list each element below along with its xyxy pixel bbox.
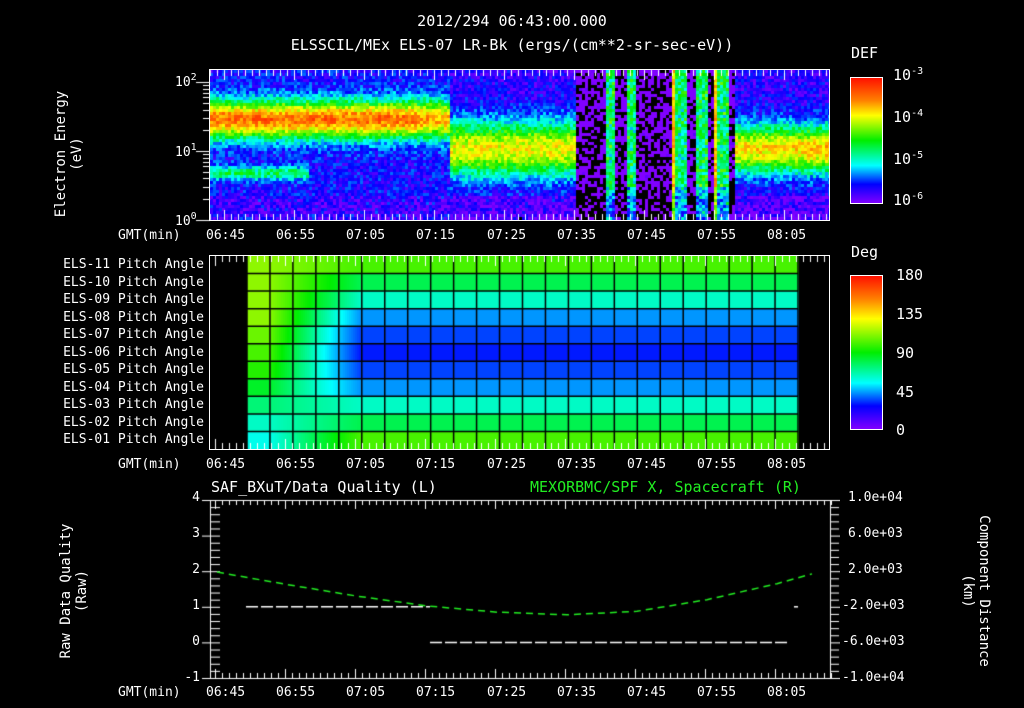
right-ytick-label: 1.0e+04 [848, 490, 903, 505]
plot-timestamp: 2012/294 06:43:00.000 [417, 12, 607, 30]
xtick-label: 07:55 [697, 457, 737, 472]
panel1-ylabel-line2: (eV) [69, 137, 85, 171]
left-ytick-label: -1 [184, 670, 200, 685]
pitch-angle-row-label: ELS-05 Pitch Angle [63, 362, 204, 377]
left-ytick-label: 0 [192, 634, 200, 649]
panel1-ylabel: Electron Energy (eV) [53, 74, 87, 234]
def-tick-1e-6: 10-6 [893, 191, 924, 209]
pitch-angle-row-label: ELS-10 Pitch Angle [63, 274, 204, 290]
xtick-label: 07:25 [487, 685, 527, 700]
xtick-label: 06:45 [206, 685, 246, 700]
panel1-ytick-100: 102 [175, 72, 197, 90]
panel3-right-title: MEXORBMC/SPF X, Spacecraft (R) [530, 478, 801, 496]
xtick-label: 07:55 [697, 228, 737, 243]
panel3-left-ylabel-line2: (Raw) [74, 569, 90, 613]
xtick-label: 08:05 [767, 457, 807, 472]
deg-tick-0: 0 [896, 421, 906, 439]
left-ytick-label: 4 [192, 490, 200, 505]
xtick-label: 07:05 [346, 457, 386, 472]
def-colorbar [850, 77, 883, 204]
panel3-left-ylabel-line1: Raw Data Quality [58, 523, 74, 659]
def-tick-1e-5: 10-5 [893, 150, 924, 168]
xtick-label: 07:35 [557, 457, 597, 472]
xtick-label: 07:15 [416, 685, 456, 700]
energy-spectrogram [210, 70, 830, 220]
pitch-angle-row-label: ELS-03 Pitch Angle [63, 397, 204, 412]
right-ytick-label: -6.0e+03 [842, 634, 905, 649]
deg-tick-180: 180 [896, 266, 924, 284]
deg-tick-135: 135 [896, 305, 924, 323]
left-ytick-label: 2 [192, 562, 200, 577]
right-ytick-label: 2.0e+03 [848, 562, 903, 577]
pitch-angle-row-label: ELS-01 Pitch Angle [63, 432, 204, 447]
panel1-ytick-1: 100 [175, 211, 197, 229]
xtick-label: 07:35 [557, 228, 597, 243]
xtick-label: 07:35 [557, 685, 597, 700]
panel3-xlabel: GMT(min) [118, 685, 181, 700]
pitch-angle-row-label: ELS-02 Pitch Angle [63, 414, 204, 430]
panel1-ylabel-line1: Electron Energy [53, 90, 69, 218]
xtick-label: 07:05 [346, 685, 386, 700]
deg-colorbar [850, 275, 883, 430]
left-ytick-label: 1 [192, 598, 200, 613]
panel3-right-ylabel-line1: Component Distance [976, 515, 992, 667]
panel3-left-ylabel: Raw Data Quality (Raw) [58, 511, 92, 671]
deg-tick-90: 90 [896, 344, 915, 362]
pitch-angle-row-label: ELS-08 Pitch Angle [63, 309, 204, 325]
right-ytick-label: 6.0e+03 [848, 526, 903, 541]
xtick-label: 07:45 [627, 685, 667, 700]
xtick-label: 07:25 [487, 457, 527, 472]
xtick-label: 07:45 [627, 457, 667, 472]
deg-tick-45: 45 [896, 383, 915, 401]
right-ytick-label: -1.0e+04 [842, 670, 905, 685]
panel2-xlabel: GMT(min) [118, 457, 181, 472]
def-tick-1e-4: 10-4 [893, 108, 924, 126]
def-colorbar-title: DEF [851, 44, 879, 62]
xtick-label: 07:45 [627, 228, 667, 243]
xtick-label: 06:45 [206, 457, 246, 472]
panel1-ytick-10: 101 [175, 142, 197, 160]
pitch-angle-row-label: ELS-04 Pitch Angle [63, 379, 204, 395]
xtick-label: 07:25 [487, 228, 527, 243]
xtick-label: 07:55 [697, 685, 737, 700]
left-ytick-label: 3 [192, 526, 200, 541]
xtick-label: 06:55 [276, 685, 316, 700]
xtick-label: 06:45 [206, 228, 246, 243]
xtick-label: 08:05 [767, 685, 807, 700]
pitch-angle-row-label: ELS-09 Pitch Angle [63, 292, 204, 307]
pitch-angle-grid [210, 256, 830, 449]
xtick-label: 08:05 [767, 228, 807, 243]
xtick-label: 06:55 [276, 228, 316, 243]
right-ytick-label: -2.0e+03 [842, 598, 905, 613]
xtick-label: 07:05 [346, 228, 386, 243]
panel3-left-title: SAF_BXuT/Data Quality (L) [211, 478, 437, 496]
xtick-label: 07:15 [416, 228, 456, 243]
def-tick-1e-3: 10-3 [893, 66, 924, 84]
plot-title: ELSSCIL/MEx ELS-07 LR-Bk (ergs/(cm**2-sr… [290, 36, 734, 54]
xtick-label: 06:55 [276, 457, 316, 472]
pitch-angle-row-label: ELS-06 Pitch Angle [63, 344, 204, 360]
panel1-xlabel: GMT(min) [118, 228, 181, 243]
panel3-right-ylabel: Component Distance (km) [958, 496, 992, 686]
deg-colorbar-title: Deg [851, 243, 879, 261]
xtick-label: 07:15 [416, 457, 456, 472]
pitch-angle-row-label: ELS-07 Pitch Angle [63, 327, 204, 342]
pitch-angle-row-label: ELS-11 Pitch Angle [63, 257, 204, 272]
data-quality-line-plot [200, 498, 840, 688]
panel3-right-ylabel-line2: (km) [960, 574, 976, 608]
